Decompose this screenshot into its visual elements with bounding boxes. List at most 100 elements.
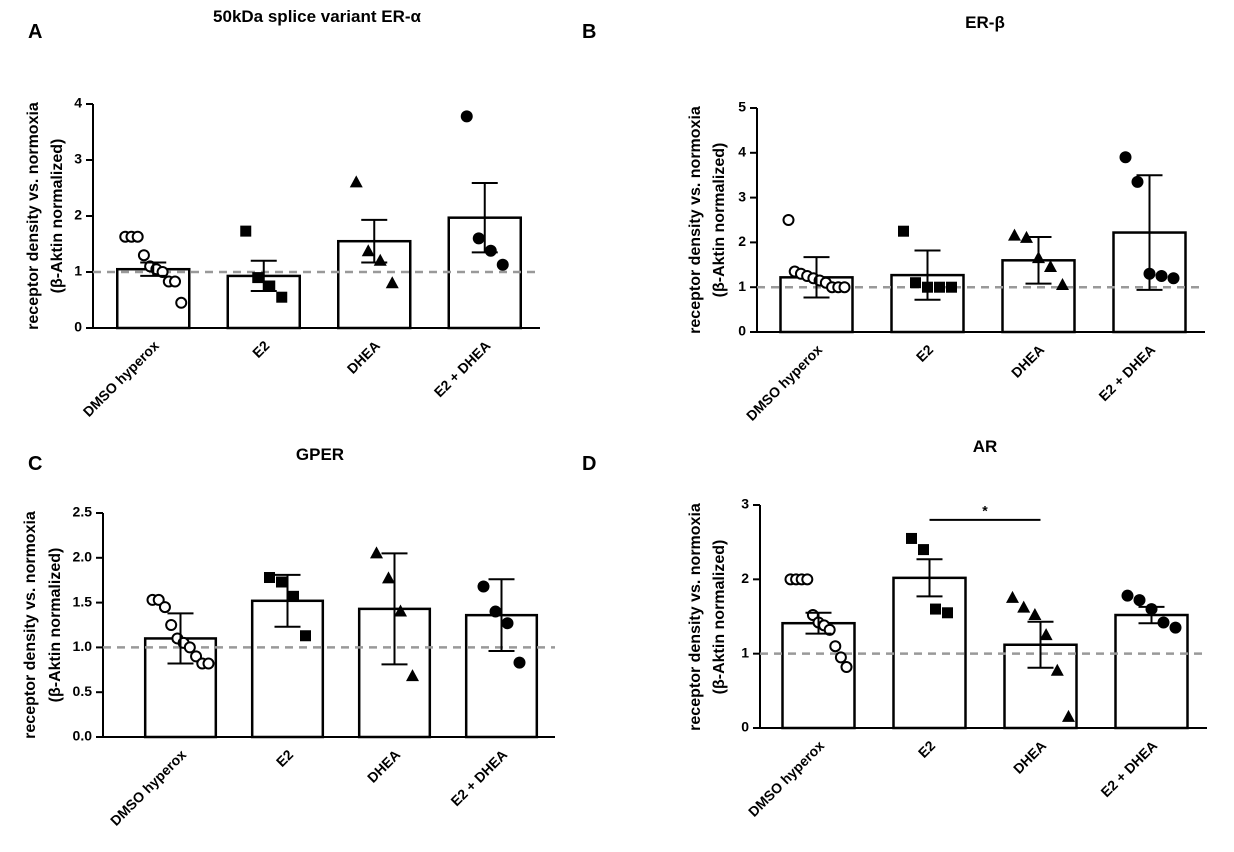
chart-title: 50kDa splice variant ER-α <box>213 7 421 26</box>
point <box>513 656 526 669</box>
error-bar <box>1027 620 1054 669</box>
y-tick-label: 3 <box>741 496 749 512</box>
y-tick-label: 0.5 <box>73 683 93 699</box>
y-tick-label: 4 <box>738 144 746 160</box>
x-tick-label: E2 + DHEA <box>1095 341 1158 404</box>
chart-title: GPER <box>296 445 344 464</box>
point <box>175 296 188 309</box>
y-axis-label: (β-Aktin normalized) <box>711 540 728 695</box>
significance-label: * <box>982 503 988 519</box>
point <box>165 619 178 631</box>
point <box>906 532 917 544</box>
error-bar <box>167 612 194 665</box>
point <box>930 603 941 615</box>
x-tick-label: DHEA <box>1010 737 1049 776</box>
x-tick-label: DHEA <box>1008 341 1047 380</box>
point <box>137 249 150 262</box>
panel-letter: C <box>28 453 42 475</box>
error-bar <box>381 552 408 666</box>
point <box>370 546 383 559</box>
point <box>1169 621 1182 634</box>
error-bar <box>914 249 941 301</box>
point <box>361 244 375 257</box>
error-bar <box>1025 236 1052 285</box>
point <box>934 281 945 293</box>
point <box>801 573 814 586</box>
y-axis-label: (β-Aktin normalized) <box>711 143 728 298</box>
error-bar <box>361 218 388 264</box>
point <box>1006 590 1019 603</box>
point <box>300 630 311 642</box>
point <box>1056 277 1069 290</box>
y-tick-label: 1 <box>741 644 749 660</box>
point <box>1155 270 1168 282</box>
point <box>489 605 502 618</box>
point <box>1044 260 1057 273</box>
point <box>202 657 215 670</box>
y-tick-label: 0 <box>741 719 749 735</box>
x-tick-label: DMSO hyperox <box>743 341 825 423</box>
y-tick-label: 0 <box>738 323 746 339</box>
x-tick-label: DMSO hyperox <box>80 337 162 419</box>
point <box>918 544 929 556</box>
point <box>394 604 407 617</box>
y-tick-label: 3 <box>738 188 746 204</box>
y-tick-label: 1.5 <box>73 593 93 609</box>
x-tick-label: E2 + DHEA <box>1097 737 1160 800</box>
point <box>910 277 921 289</box>
y-tick-label: 1 <box>74 263 82 279</box>
point <box>834 651 847 664</box>
y-tick-label: 1 <box>738 278 746 294</box>
x-tick-label: E2 <box>249 337 273 361</box>
bar <box>1114 613 1189 730</box>
point <box>484 244 497 257</box>
y-tick-label: 2 <box>741 570 749 586</box>
error-bar <box>805 611 832 635</box>
y-axis-label: receptor density vs. normoxia <box>687 503 704 731</box>
point <box>406 669 419 682</box>
y-axis-label: receptor density vs. normoxia <box>25 102 42 330</box>
point <box>1050 663 1064 676</box>
error-bar <box>250 259 277 293</box>
chart-title: ER-β <box>965 13 1005 32</box>
point <box>1133 594 1146 607</box>
chart-title: AR <box>973 437 998 456</box>
y-tick-label: 3 <box>74 151 82 167</box>
point <box>477 580 490 593</box>
x-tick-label: DMSO hyperox <box>107 746 189 828</box>
y-axis-label: (β-Aktin normalized) <box>49 139 66 294</box>
y-tick-label: 0.0 <box>73 728 93 744</box>
x-tick-label: E2 <box>913 341 937 365</box>
error-bar <box>916 558 943 598</box>
x-tick-label: E2 + DHEA <box>431 337 494 400</box>
point <box>1008 228 1021 241</box>
point <box>240 225 252 237</box>
point <box>156 266 169 278</box>
y-tick-label: 2.5 <box>73 504 93 520</box>
point <box>898 225 909 237</box>
point <box>1167 272 1180 285</box>
error-bar <box>274 573 301 628</box>
x-tick-label: DMSO hyperox <box>745 737 827 819</box>
point <box>782 214 795 226</box>
y-tick-label: 5 <box>738 99 746 115</box>
point <box>823 623 836 636</box>
point <box>840 661 853 674</box>
y-tick-label: 2.0 <box>73 549 93 565</box>
point <box>131 230 144 243</box>
point <box>942 607 953 619</box>
point <box>501 617 514 630</box>
point <box>829 640 842 653</box>
point <box>276 291 288 303</box>
y-tick-label: 2 <box>738 233 746 249</box>
error-bar <box>488 578 515 652</box>
point <box>1121 589 1134 602</box>
point <box>472 232 485 245</box>
point <box>460 110 473 123</box>
y-tick-label: 0 <box>74 319 82 335</box>
error-bar <box>803 256 830 299</box>
y-axis-label: receptor density vs. normoxia <box>687 106 704 334</box>
y-axis-label: receptor density vs. normoxia <box>22 511 39 739</box>
